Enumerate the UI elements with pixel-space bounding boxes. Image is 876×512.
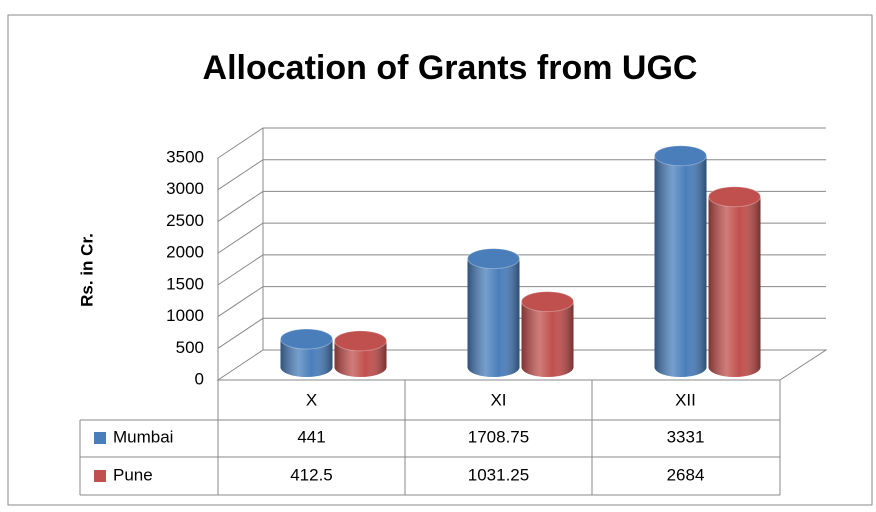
legend-label: Mumbai bbox=[113, 427, 173, 446]
table-value: 441 bbox=[297, 427, 325, 446]
grid-line bbox=[217, 317, 826, 349]
bar-shade bbox=[708, 196, 761, 377]
y-tick-label: 1500 bbox=[166, 274, 204, 293]
table-value: 3331 bbox=[667, 427, 705, 446]
grid-line bbox=[217, 254, 826, 286]
table-value: 1031.25 bbox=[468, 465, 529, 484]
y-tick-label: 2000 bbox=[166, 243, 204, 262]
table-value: 412.5 bbox=[290, 465, 333, 484]
grid-line bbox=[217, 159, 826, 191]
grid-line bbox=[217, 286, 826, 317]
floor bbox=[216, 349, 828, 381]
bar-shade bbox=[654, 155, 707, 377]
cylinder bbox=[521, 291, 574, 377]
y-tick-label: 1000 bbox=[166, 306, 204, 325]
y-tick-label: 3000 bbox=[166, 179, 204, 198]
y-axis-title: Rs. in Cr. bbox=[77, 233, 96, 307]
y-tick-label: 2500 bbox=[166, 211, 204, 230]
bar-top bbox=[521, 291, 574, 313]
bar-shade bbox=[280, 339, 333, 377]
cylinder bbox=[334, 330, 387, 377]
bar-top bbox=[280, 328, 333, 350]
chart-title: Allocation of Grants from UGC bbox=[203, 49, 698, 87]
bar-top bbox=[334, 330, 387, 352]
x-tick-label: XI bbox=[490, 390, 506, 409]
bar-shade bbox=[467, 258, 520, 377]
y-tick-label: 0 bbox=[195, 369, 204, 388]
bar-shade bbox=[334, 340, 387, 377]
bar-top bbox=[708, 186, 761, 208]
table-value: 2684 bbox=[667, 465, 705, 484]
legend-swatch bbox=[94, 470, 106, 482]
data-table bbox=[79, 380, 781, 496]
bar-top bbox=[467, 248, 520, 270]
grid-line bbox=[217, 222, 826, 254]
x-tick-label: X bbox=[306, 390, 317, 409]
y-tick-label: 3500 bbox=[166, 147, 204, 166]
table-value: 1708.75 bbox=[468, 427, 529, 446]
legend-swatch bbox=[94, 432, 106, 444]
y-tick-label: 500 bbox=[176, 338, 204, 357]
grid-line bbox=[217, 127, 826, 159]
grid-line bbox=[217, 190, 826, 222]
legend-label: Pune bbox=[113, 465, 153, 484]
x-tick-label: XII bbox=[675, 390, 696, 409]
bar-shade bbox=[521, 301, 574, 377]
cylinder bbox=[654, 145, 707, 377]
cylinder bbox=[708, 186, 761, 377]
frame bbox=[7, 14, 873, 506]
cylinder bbox=[467, 248, 520, 377]
cylinder bbox=[280, 328, 333, 377]
bar-top bbox=[654, 145, 707, 167]
